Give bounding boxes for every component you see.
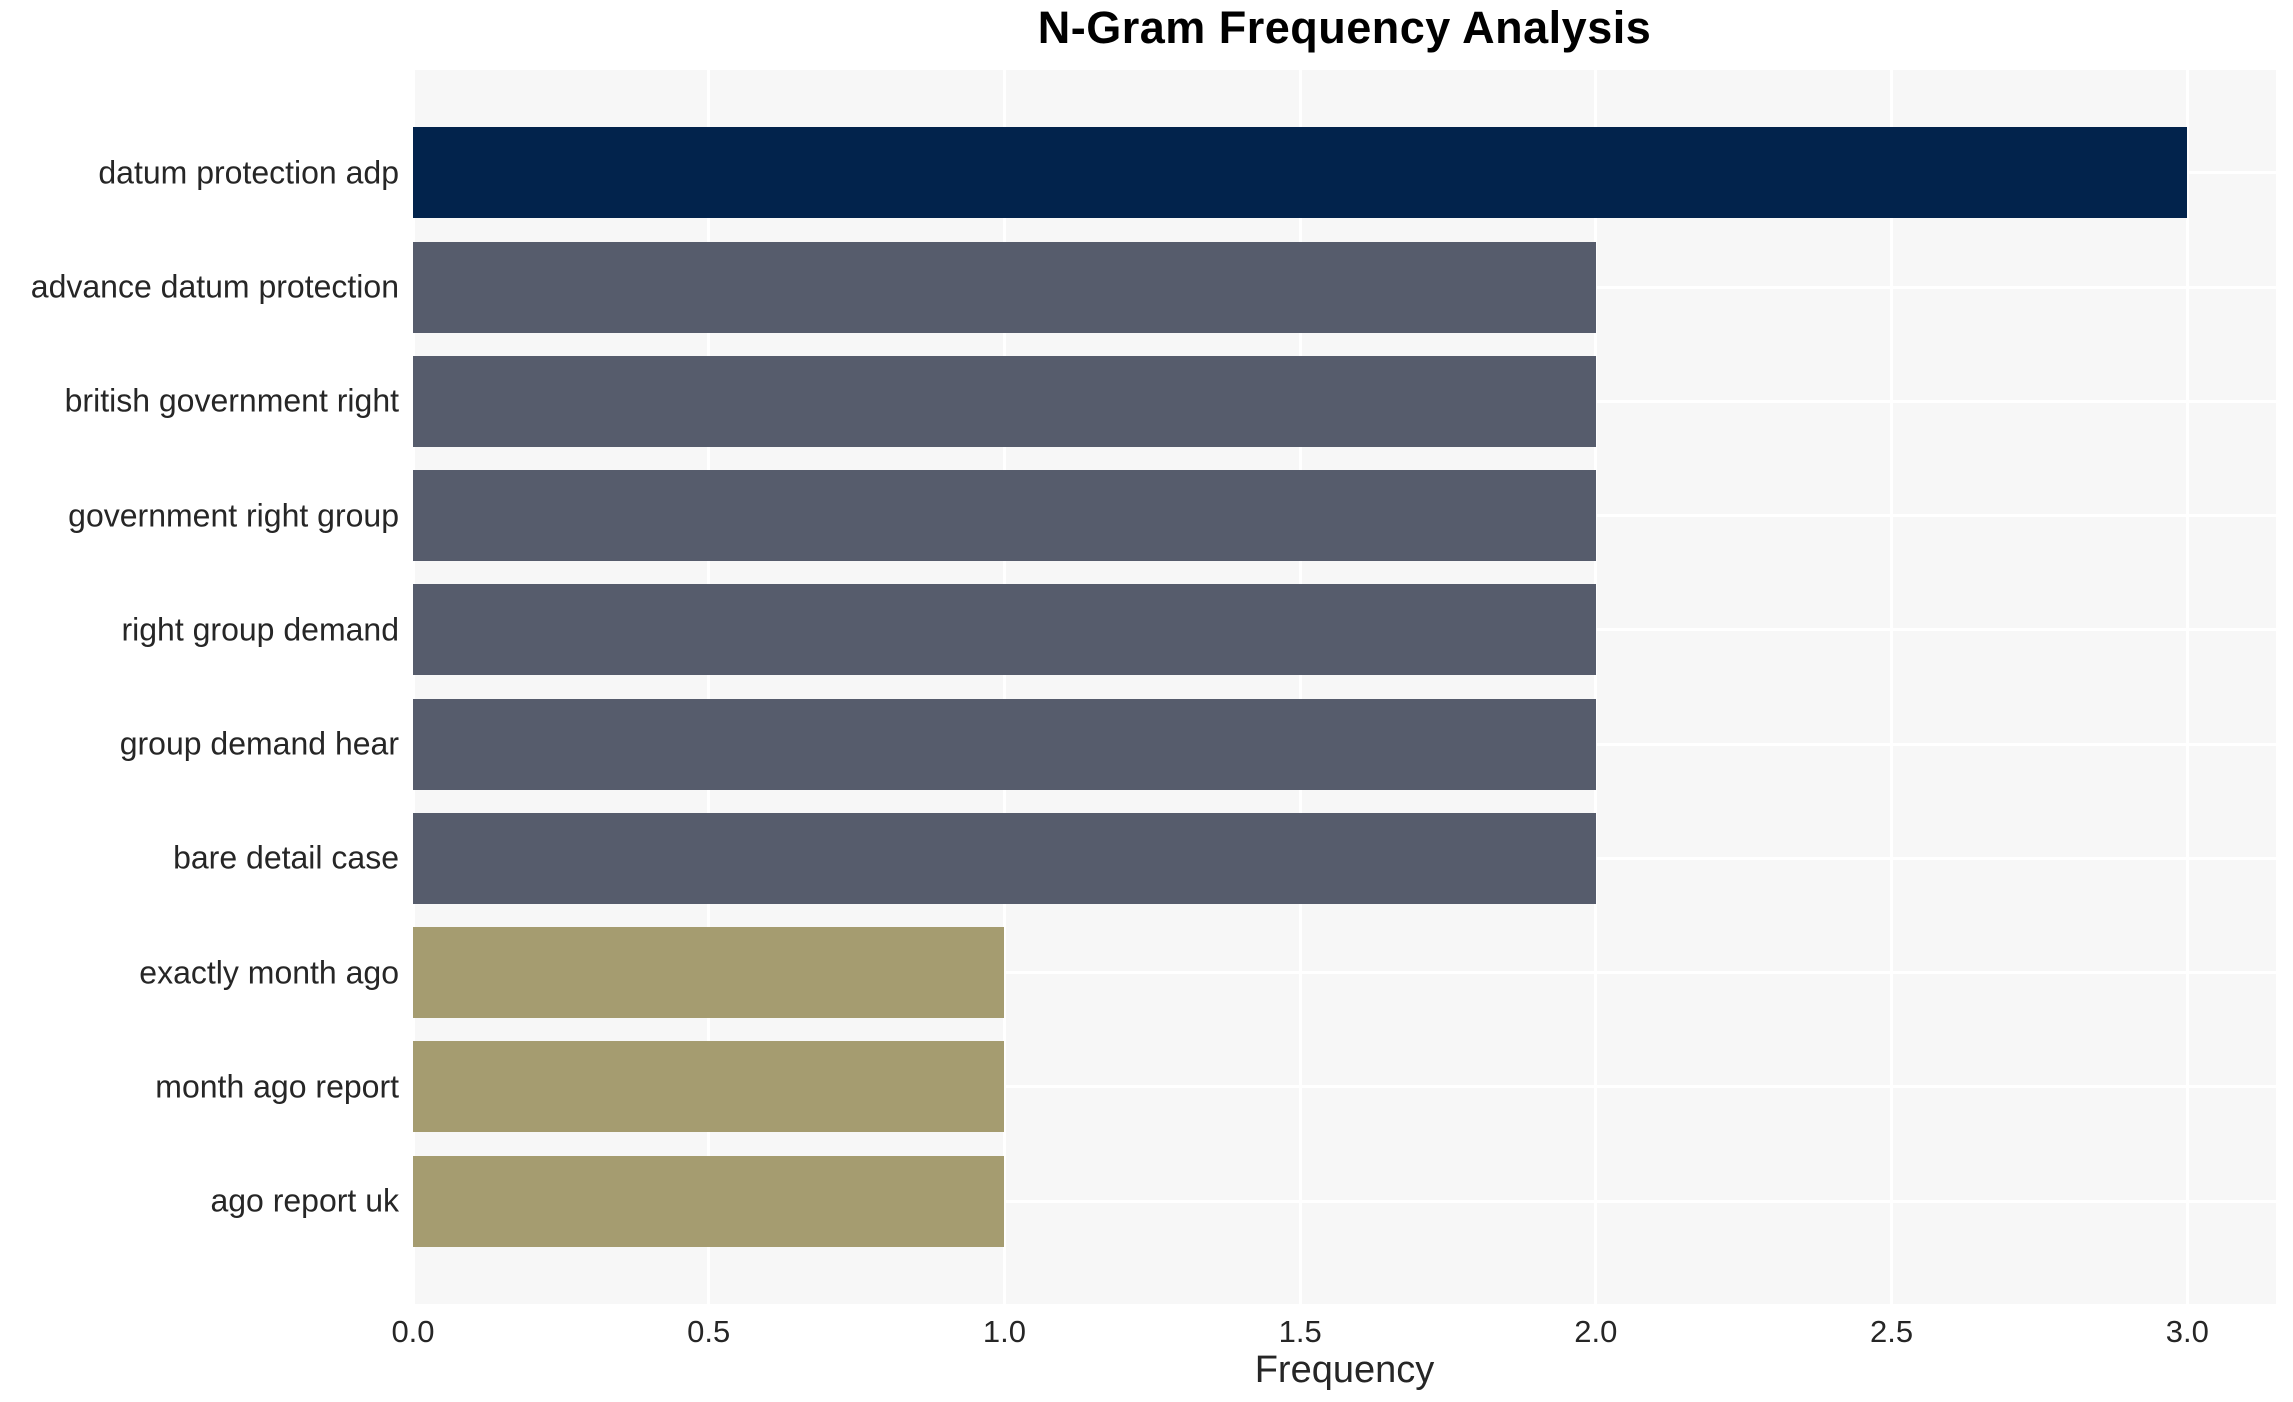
bar-ago-report-uk	[413, 1155, 1005, 1247]
x-tick-label: 1.5	[1278, 1314, 1322, 1349]
horizontal-gridline	[413, 971, 2276, 975]
vertical-gridline	[1890, 70, 1894, 1304]
bar-british-government-right	[413, 355, 1596, 447]
bar-datum-protection-adp	[413, 127, 2188, 219]
vertical-gridline	[1298, 70, 1302, 1304]
y-tick-label: advance datum protection	[30, 268, 399, 305]
bar-bare-detail-case	[413, 812, 1596, 904]
x-tick-label: 0.5	[687, 1314, 731, 1349]
horizontal-gridline	[413, 1085, 2276, 1089]
x-tick-label: 0.0	[391, 1314, 435, 1349]
bar-month-ago-report	[413, 1041, 1005, 1133]
y-tick-label: ago report uk	[210, 1182, 399, 1219]
vertical-gridline	[1002, 70, 1006, 1304]
bar-exactly-month-ago	[413, 927, 1005, 1019]
horizontal-gridline	[413, 1199, 2276, 1203]
y-tick-label: group demand hear	[119, 725, 399, 762]
x-tick-label: 3.0	[2165, 1314, 2209, 1349]
x-axis-label: Frequency	[1254, 1349, 1435, 1391]
y-tick-label: government right group	[68, 497, 399, 534]
y-tick-label: month ago report	[155, 1068, 399, 1105]
vertical-gridline	[1594, 70, 1598, 1304]
chart-title: N-Gram Frequency Analysis	[1037, 2, 1652, 53]
vertical-gridline	[2185, 70, 2189, 1304]
x-tick-label: 1.0	[982, 1314, 1026, 1349]
y-tick-label: exactly month ago	[139, 954, 399, 991]
x-tick-label: 2.5	[1870, 1314, 1914, 1349]
bar-right-group-demand	[413, 584, 1596, 676]
vertical-gridline	[707, 70, 711, 1304]
y-tick-label: british government right	[64, 382, 399, 419]
y-tick-label: right group demand	[121, 611, 399, 648]
vertical-gridline	[411, 70, 415, 1304]
bar-advance-datum-protection	[413, 241, 1596, 333]
y-tick-label: bare detail case	[173, 839, 399, 876]
x-tick-label: 2.0	[1574, 1314, 1618, 1349]
y-tick-label: datum protection adp	[98, 154, 399, 191]
bar-government-right-group	[413, 470, 1596, 562]
plot-area	[411, 70, 2276, 1304]
bar-group-demand-hear	[413, 698, 1596, 790]
